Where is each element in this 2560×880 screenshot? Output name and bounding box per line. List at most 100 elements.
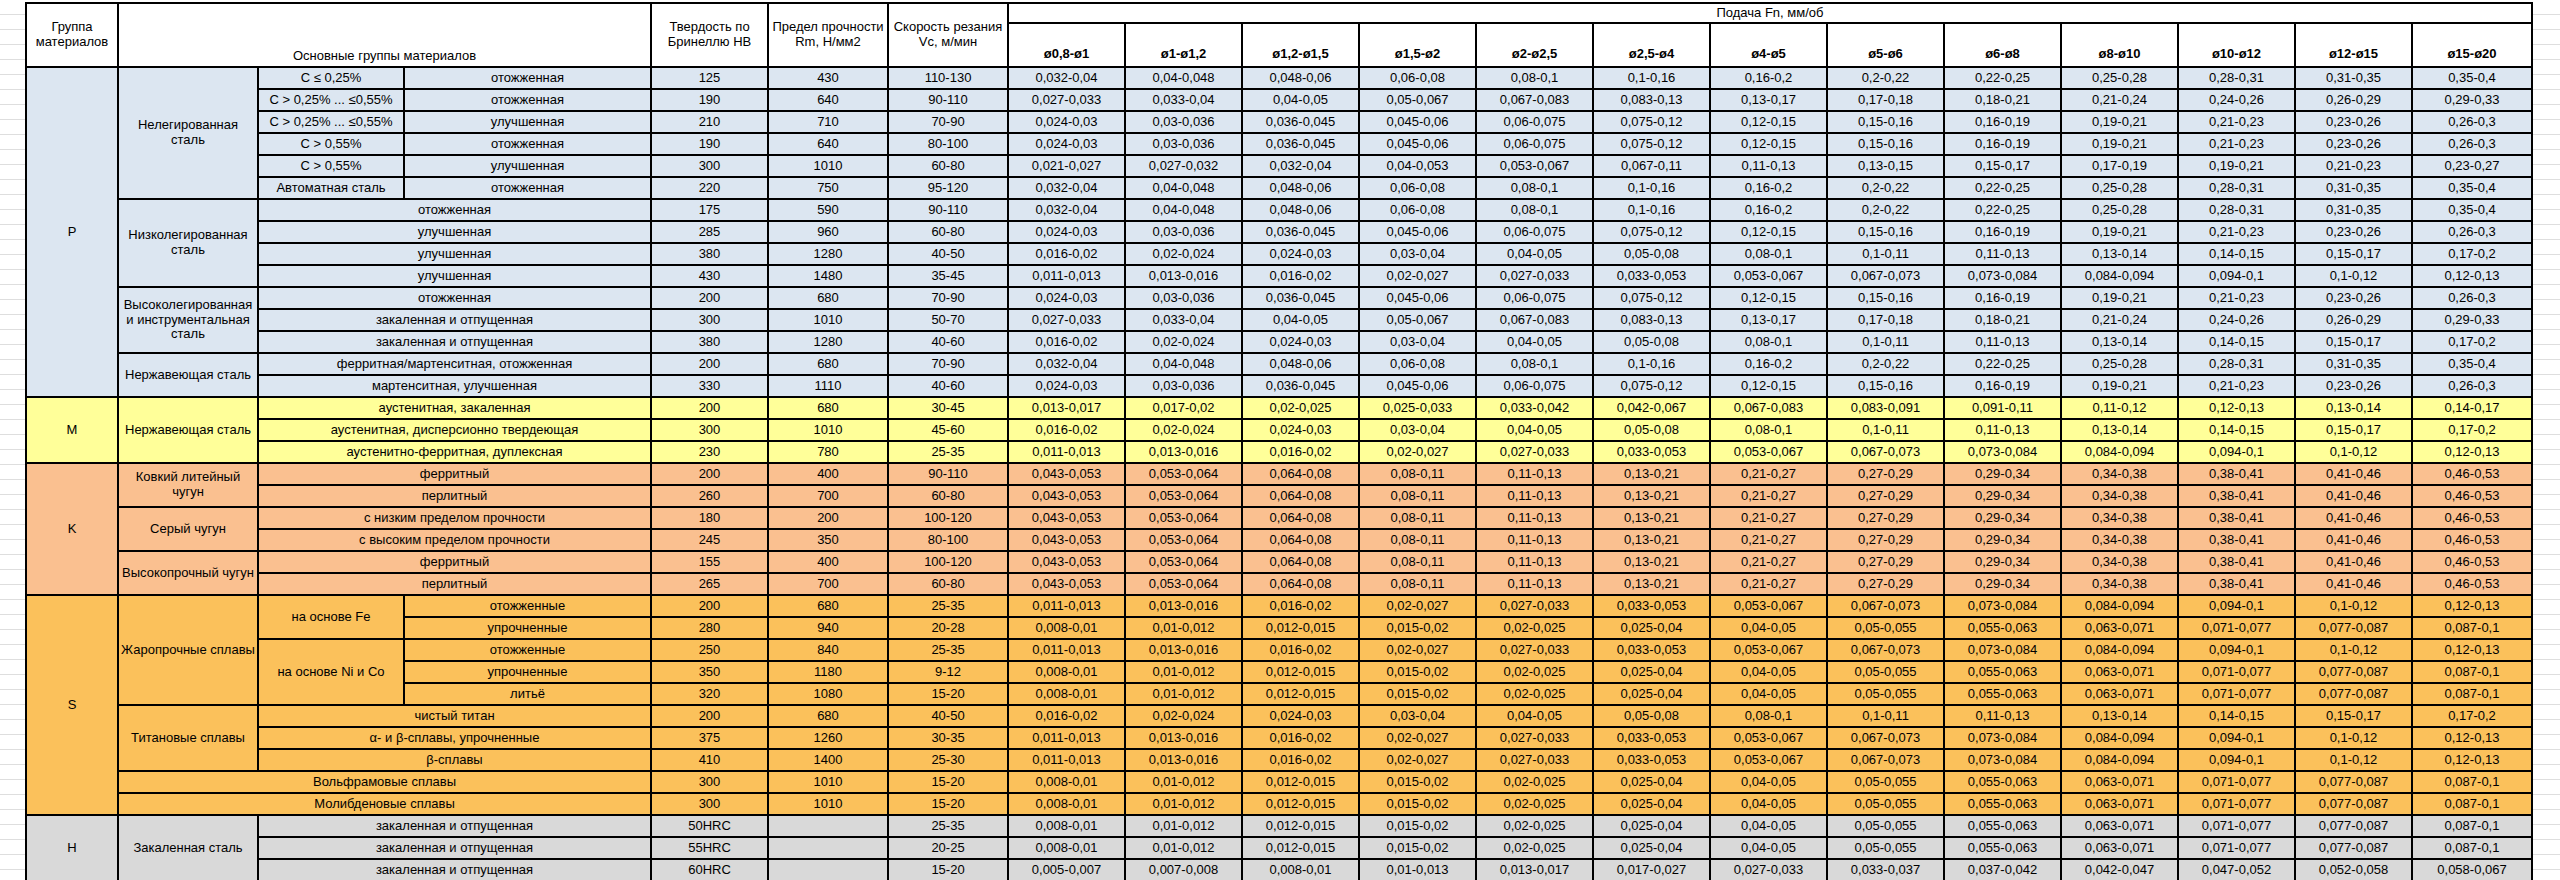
- speed-cell[interactable]: 30-45: [888, 397, 1008, 419]
- feed-cell[interactable]: 0,027-0,033: [1476, 639, 1593, 661]
- feed-cell[interactable]: 0,22-0,25: [1944, 67, 2061, 89]
- feed-cell[interactable]: 0,17-0,18: [1827, 309, 1944, 331]
- feed-cell[interactable]: 0,03-0,04: [1359, 243, 1476, 265]
- feed-cell[interactable]: 0,036-0,045: [1242, 221, 1359, 243]
- feed-cell[interactable]: 0,05-0,055: [1827, 661, 1944, 683]
- feed-cell[interactable]: 0,34-0,38: [2061, 463, 2178, 485]
- feed-cell[interactable]: 0,04-0,05: [1710, 617, 1827, 639]
- feed-cell[interactable]: 0,025-0,04: [1593, 617, 1710, 639]
- material-label-cell[interactable]: ферритная/мартенситная, отожженная: [258, 353, 651, 375]
- feed-cell[interactable]: 0,073-0,084: [1944, 727, 2061, 749]
- feed-cell[interactable]: 0,06-0,075: [1476, 287, 1593, 309]
- feed-cell[interactable]: 0,04-0,05: [1476, 419, 1593, 441]
- feed-cell[interactable]: 0,08-0,1: [1476, 67, 1593, 89]
- feed-cell[interactable]: 0,012-0,015: [1242, 793, 1359, 815]
- feed-cell[interactable]: 0,26-0,3: [2412, 133, 2532, 155]
- feed-cell[interactable]: 0,15-0,16: [1827, 221, 1944, 243]
- feed-cell[interactable]: 0,04-0,05: [1710, 793, 1827, 815]
- feed-cell[interactable]: 0,048-0,06: [1242, 353, 1359, 375]
- feed-cell[interactable]: 0,043-0,053: [1008, 573, 1125, 595]
- material-label-cell[interactable]: C > 0,55%: [258, 155, 404, 177]
- hardness-cell[interactable]: 60HRC: [651, 859, 768, 880]
- feed-cell[interactable]: 0,036-0,045: [1242, 111, 1359, 133]
- feed-cell[interactable]: 0,075-0,12: [1593, 111, 1710, 133]
- feed-cell[interactable]: 0,094-0,1: [2178, 727, 2295, 749]
- speed-cell[interactable]: 20-25: [888, 837, 1008, 859]
- material-label-cell[interactable]: Вольфрамовые сплавы: [118, 771, 651, 793]
- header-hardness[interactable]: Твердость по Бринеллю HB: [651, 3, 768, 67]
- feed-cell[interactable]: 0,01-0,012: [1125, 837, 1242, 859]
- feed-cell[interactable]: 0,12-0,15: [1710, 287, 1827, 309]
- feed-cell[interactable]: 0,34-0,38: [2061, 529, 2178, 551]
- feed-cell[interactable]: 0,12-0,15: [1710, 133, 1827, 155]
- feed-cell[interactable]: 0,05-0,08: [1593, 331, 1710, 353]
- header-feed[interactable]: Подача Fn, мм/об: [1008, 3, 2532, 23]
- material-label-cell[interactable]: мартенситная, улучшенная: [258, 375, 651, 397]
- feed-cell[interactable]: 0,02-0,025: [1476, 837, 1593, 859]
- material-label-cell[interactable]: Жаропрочные сплавы: [118, 595, 258, 705]
- feed-cell[interactable]: 0,04-0,053: [1359, 155, 1476, 177]
- feed-cell[interactable]: 0,26-0,3: [2412, 111, 2532, 133]
- feed-cell[interactable]: 0,064-0,08: [1242, 573, 1359, 595]
- feed-cell[interactable]: 0,31-0,35: [2295, 199, 2412, 221]
- feed-cell[interactable]: 0,12-0,13: [2412, 727, 2532, 749]
- feed-cell[interactable]: 0,094-0,1: [2178, 639, 2295, 661]
- material-label-cell[interactable]: отожженная: [404, 177, 651, 199]
- feed-cell[interactable]: 0,2-0,22: [1827, 199, 1944, 221]
- feed-cell[interactable]: 0,071-0,077: [2178, 617, 2295, 639]
- feed-cell[interactable]: 0,084-0,094: [2061, 639, 2178, 661]
- strength-cell[interactable]: 1010: [768, 309, 888, 331]
- hardness-cell[interactable]: 210: [651, 111, 768, 133]
- speed-cell[interactable]: 30-35: [888, 727, 1008, 749]
- feed-cell[interactable]: 0,045-0,06: [1359, 111, 1476, 133]
- feed-cell[interactable]: 0,41-0,46: [2295, 529, 2412, 551]
- feed-cell[interactable]: 0,02-0,025: [1476, 815, 1593, 837]
- feed-cell[interactable]: 0,27-0,29: [1827, 551, 1944, 573]
- feed-cell[interactable]: 0,033-0,037: [1827, 859, 1944, 880]
- feed-cell[interactable]: 0,06-0,08: [1359, 67, 1476, 89]
- feed-cell[interactable]: 0,08-0,1: [1710, 705, 1827, 727]
- strength-cell[interactable]: 1010: [768, 419, 888, 441]
- hardness-cell[interactable]: 200: [651, 705, 768, 727]
- feed-cell[interactable]: 0,073-0,084: [1944, 749, 2061, 771]
- feed-cell[interactable]: 0,053-0,067: [1710, 265, 1827, 287]
- material-label-cell[interactable]: аустенитная, закаленная: [258, 397, 651, 419]
- material-label-cell[interactable]: улучшенная: [258, 243, 651, 265]
- feed-cell[interactable]: 0,04-0,05: [1710, 771, 1827, 793]
- feed-cell[interactable]: 0,094-0,1: [2178, 749, 2295, 771]
- speed-cell[interactable]: 90-110: [888, 463, 1008, 485]
- feed-cell[interactable]: 0,13-0,21: [1593, 485, 1710, 507]
- strength-cell[interactable]: [768, 837, 888, 859]
- feed-cell[interactable]: 0,05-0,055: [1827, 837, 1944, 859]
- feed-cell[interactable]: 0,21-0,27: [1710, 507, 1827, 529]
- feed-cell[interactable]: 0,077-0,087: [2295, 771, 2412, 793]
- feed-cell[interactable]: 0,053-0,064: [1125, 507, 1242, 529]
- material-label-cell[interactable]: упрочненные: [404, 661, 651, 683]
- hardness-cell[interactable]: 155: [651, 551, 768, 573]
- feed-cell[interactable]: 0,21-0,23: [2178, 221, 2295, 243]
- feed-cell[interactable]: 0,26-0,3: [2412, 287, 2532, 309]
- feed-cell[interactable]: 0,02-0,025: [1476, 617, 1593, 639]
- strength-cell[interactable]: 200: [768, 507, 888, 529]
- feed-cell[interactable]: 0,011-0,013: [1008, 441, 1125, 463]
- feed-cell[interactable]: 0,03-0,04: [1359, 331, 1476, 353]
- feed-cell[interactable]: 0,22-0,25: [1944, 199, 2061, 221]
- material-label-cell[interactable]: аустенитно-ферритная, дуплексная: [258, 441, 651, 463]
- feed-cell[interactable]: 0,18-0,21: [1944, 89, 2061, 111]
- feed-cell[interactable]: 0,16-0,19: [1944, 133, 2061, 155]
- speed-cell[interactable]: 50-70: [888, 309, 1008, 331]
- feed-cell[interactable]: 0,25-0,28: [2061, 67, 2178, 89]
- material-label-cell[interactable]: чистый титан: [258, 705, 651, 727]
- feed-cell[interactable]: 0,02-0,027: [1359, 265, 1476, 287]
- feed-cell[interactable]: 0,04-0,05: [1710, 661, 1827, 683]
- feed-cell[interactable]: 0,15-0,16: [1827, 375, 1944, 397]
- feed-cell[interactable]: 0,055-0,063: [1944, 837, 2061, 859]
- header-diameter[interactable]: ø2-ø2,5: [1476, 23, 1593, 67]
- feed-cell[interactable]: 0,033-0,053: [1593, 441, 1710, 463]
- feed-cell[interactable]: 0,036-0,045: [1242, 375, 1359, 397]
- feed-cell[interactable]: 0,27-0,29: [1827, 529, 1944, 551]
- feed-cell[interactable]: 0,084-0,094: [2061, 441, 2178, 463]
- material-label-cell[interactable]: улучшенная: [404, 111, 651, 133]
- feed-cell[interactable]: 0,46-0,53: [2412, 485, 2532, 507]
- strength-cell[interactable]: 750: [768, 177, 888, 199]
